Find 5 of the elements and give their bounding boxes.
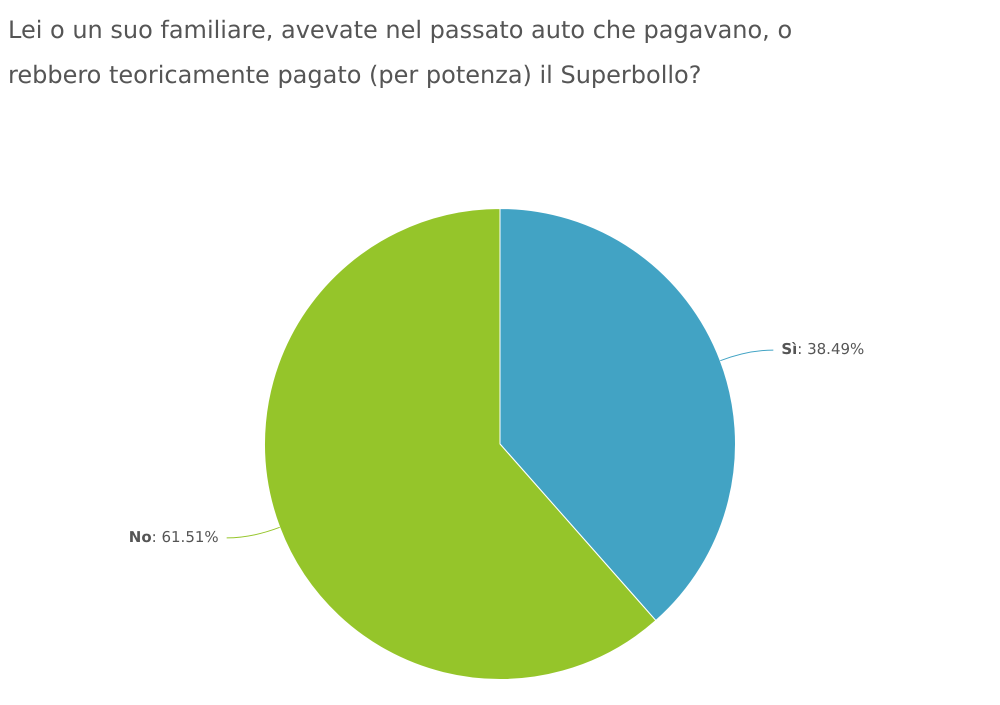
slice-label: Sì bbox=[781, 340, 798, 358]
data-label: : 61.51% bbox=[152, 528, 219, 546]
chart-title: Lei o un suo familiare, avevate nel passato auto che pagavano, o rebbero teoricamente pagato (per potenza) il Superbollo? bbox=[8, 15, 794, 91]
data-label: : 38.49% bbox=[797, 340, 864, 358]
slice-label: No bbox=[128, 528, 152, 546]
